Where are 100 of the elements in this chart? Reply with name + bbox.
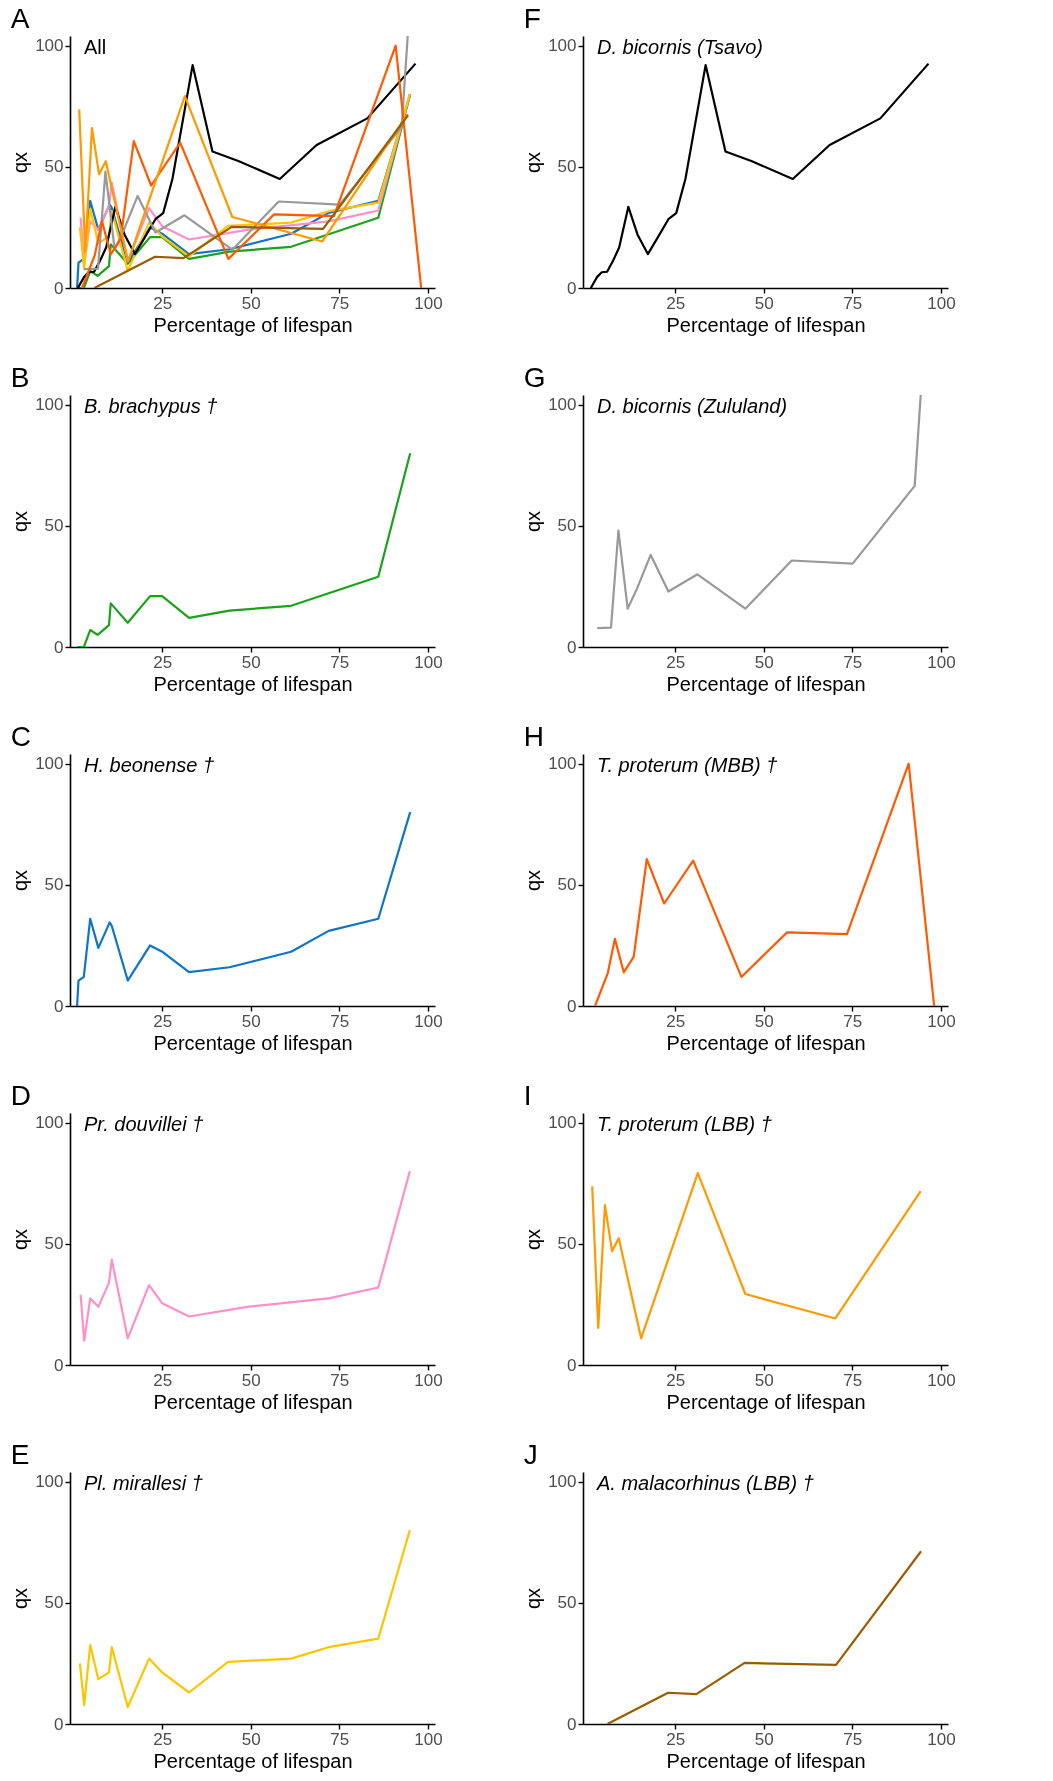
x-tick-label: 50 bbox=[754, 652, 774, 672]
x-tick-label: 75 bbox=[843, 293, 863, 313]
x-axis-title: Percentage of lifespan bbox=[153, 1390, 353, 1413]
x-tick-label: 75 bbox=[330, 652, 350, 672]
line-series bbox=[596, 395, 922, 630]
y-tick-label: 50 bbox=[44, 1593, 64, 1613]
x-tick-label: 100 bbox=[927, 652, 956, 672]
y-axis-title: qx bbox=[9, 1587, 32, 1610]
y-tick-label: 100 bbox=[35, 395, 64, 415]
y-tick-label: 50 bbox=[557, 875, 577, 895]
y-tick-label: 100 bbox=[548, 1113, 577, 1133]
x-tick-label: 50 bbox=[754, 293, 774, 313]
x-tick-label: 100 bbox=[414, 1011, 443, 1031]
x-tick-label: 100 bbox=[927, 1011, 956, 1031]
x-tick-label: 75 bbox=[330, 1729, 350, 1749]
x-axis-title: Percentage of lifespan bbox=[153, 1031, 353, 1054]
x-tick-label: 25 bbox=[666, 1370, 686, 1390]
x-tick-label: 75 bbox=[330, 1011, 350, 1031]
chart-title: H bbox=[523, 721, 544, 752]
x-tick-label: 50 bbox=[754, 1370, 774, 1390]
x-tick-label: 50 bbox=[241, 1370, 261, 1390]
x-axis-title: Percentage of lifespan bbox=[666, 1390, 866, 1413]
y-tick-label: 0 bbox=[54, 637, 64, 657]
y-axis-title: qx bbox=[522, 1587, 545, 1610]
x-tick-label: 100 bbox=[414, 293, 443, 313]
text: A. malacorhinus (LBB) † bbox=[596, 1472, 814, 1494]
chart-title: I bbox=[523, 1080, 532, 1111]
x-tick-label: 100 bbox=[414, 1729, 443, 1749]
x-tick-label: 50 bbox=[241, 652, 261, 672]
series-label: D. bicornis (Tsavo) bbox=[597, 36, 763, 58]
y-axis-title: qx bbox=[9, 1228, 32, 1251]
chart-title: G bbox=[523, 362, 546, 393]
x-tick-label: 50 bbox=[241, 293, 261, 313]
y-tick-label: 100 bbox=[548, 754, 577, 774]
y-axis-title: qx bbox=[522, 510, 545, 533]
x-tick-label: 100 bbox=[414, 1370, 443, 1390]
x-axis-title: Percentage of lifespan bbox=[153, 1749, 353, 1772]
chart-title: A bbox=[10, 3, 30, 34]
x-tick-label: 75 bbox=[843, 1729, 863, 1749]
x-tick-label: 25 bbox=[666, 293, 686, 313]
y-tick-label: 100 bbox=[35, 1472, 64, 1492]
x-tick-label: 50 bbox=[241, 1011, 261, 1031]
text: T. proterum (MBB) † bbox=[597, 754, 778, 776]
x-tick-label: 50 bbox=[754, 1729, 774, 1749]
chart-title: C bbox=[10, 721, 31, 752]
x-tick-label: 75 bbox=[330, 293, 350, 313]
y-tick-label: 0 bbox=[54, 1355, 64, 1375]
line-series bbox=[591, 1171, 922, 1340]
y-tick-label: 0 bbox=[567, 278, 577, 298]
annotation: All bbox=[84, 36, 107, 58]
y-tick-label: 0 bbox=[567, 996, 577, 1016]
y-axis-title: qx bbox=[9, 510, 32, 533]
x-tick-label: 75 bbox=[843, 1370, 863, 1390]
x-tick-label: 50 bbox=[241, 1729, 261, 1749]
x-axis-title: Percentage of lifespan bbox=[666, 313, 866, 336]
chart-title: J bbox=[523, 1439, 538, 1470]
y-axis-title: qx bbox=[9, 869, 32, 892]
chart-title: E bbox=[10, 1439, 30, 1470]
chart-title: B bbox=[10, 362, 30, 393]
x-tick-label: 25 bbox=[153, 293, 173, 313]
text: B. brachypus † bbox=[84, 395, 218, 417]
y-axis-title: qx bbox=[522, 1228, 545, 1251]
y-tick-label: 100 bbox=[548, 1472, 577, 1492]
y-axis-title: qx bbox=[522, 869, 545, 892]
y-tick-label: 0 bbox=[54, 1714, 64, 1734]
chart-title: F bbox=[523, 3, 541, 34]
y-tick-label: 50 bbox=[44, 516, 64, 536]
line-series bbox=[75, 452, 412, 647]
text: D. bicornis (Zululand) bbox=[597, 395, 788, 417]
text: Pr. douvillei † bbox=[84, 1113, 204, 1135]
y-tick-label: 100 bbox=[548, 395, 577, 415]
x-tick-label: 25 bbox=[666, 1011, 686, 1031]
x-axis-title: Percentage of lifespan bbox=[153, 672, 353, 695]
y-tick-label: 100 bbox=[35, 36, 64, 56]
x-tick-label: 25 bbox=[153, 1011, 173, 1031]
y-tick-label: 0 bbox=[54, 278, 64, 298]
line-series bbox=[78, 1529, 411, 1709]
x-tick-label: 75 bbox=[843, 652, 863, 672]
x-axis-title: Percentage of lifespan bbox=[153, 313, 353, 336]
y-tick-label: 50 bbox=[557, 1234, 577, 1254]
line-series bbox=[93, 114, 410, 288]
y-tick-label: 0 bbox=[54, 996, 64, 1016]
y-tick-label: 0 bbox=[567, 1714, 577, 1734]
x-tick-label: 25 bbox=[666, 652, 686, 672]
y-tick-label: 100 bbox=[548, 36, 577, 56]
text: H. beonense † bbox=[84, 754, 215, 776]
chart-title: D bbox=[10, 1080, 31, 1111]
y-tick-label: 0 bbox=[567, 1355, 577, 1375]
y-tick-label: 50 bbox=[557, 516, 577, 536]
line-series bbox=[79, 1170, 411, 1342]
x-tick-label: 50 bbox=[754, 1011, 774, 1031]
text: Pl. mirallesi † bbox=[84, 1472, 203, 1494]
x-tick-label: 100 bbox=[927, 293, 956, 313]
y-tick-label: 50 bbox=[44, 1234, 64, 1254]
y-axis-title: qx bbox=[9, 151, 32, 174]
x-tick-label: 25 bbox=[153, 1370, 173, 1390]
line-series bbox=[75, 811, 412, 1006]
y-tick-label: 0 bbox=[567, 637, 577, 657]
x-axis-title: Percentage of lifespan bbox=[666, 1031, 866, 1054]
x-tick-label: 25 bbox=[153, 652, 173, 672]
